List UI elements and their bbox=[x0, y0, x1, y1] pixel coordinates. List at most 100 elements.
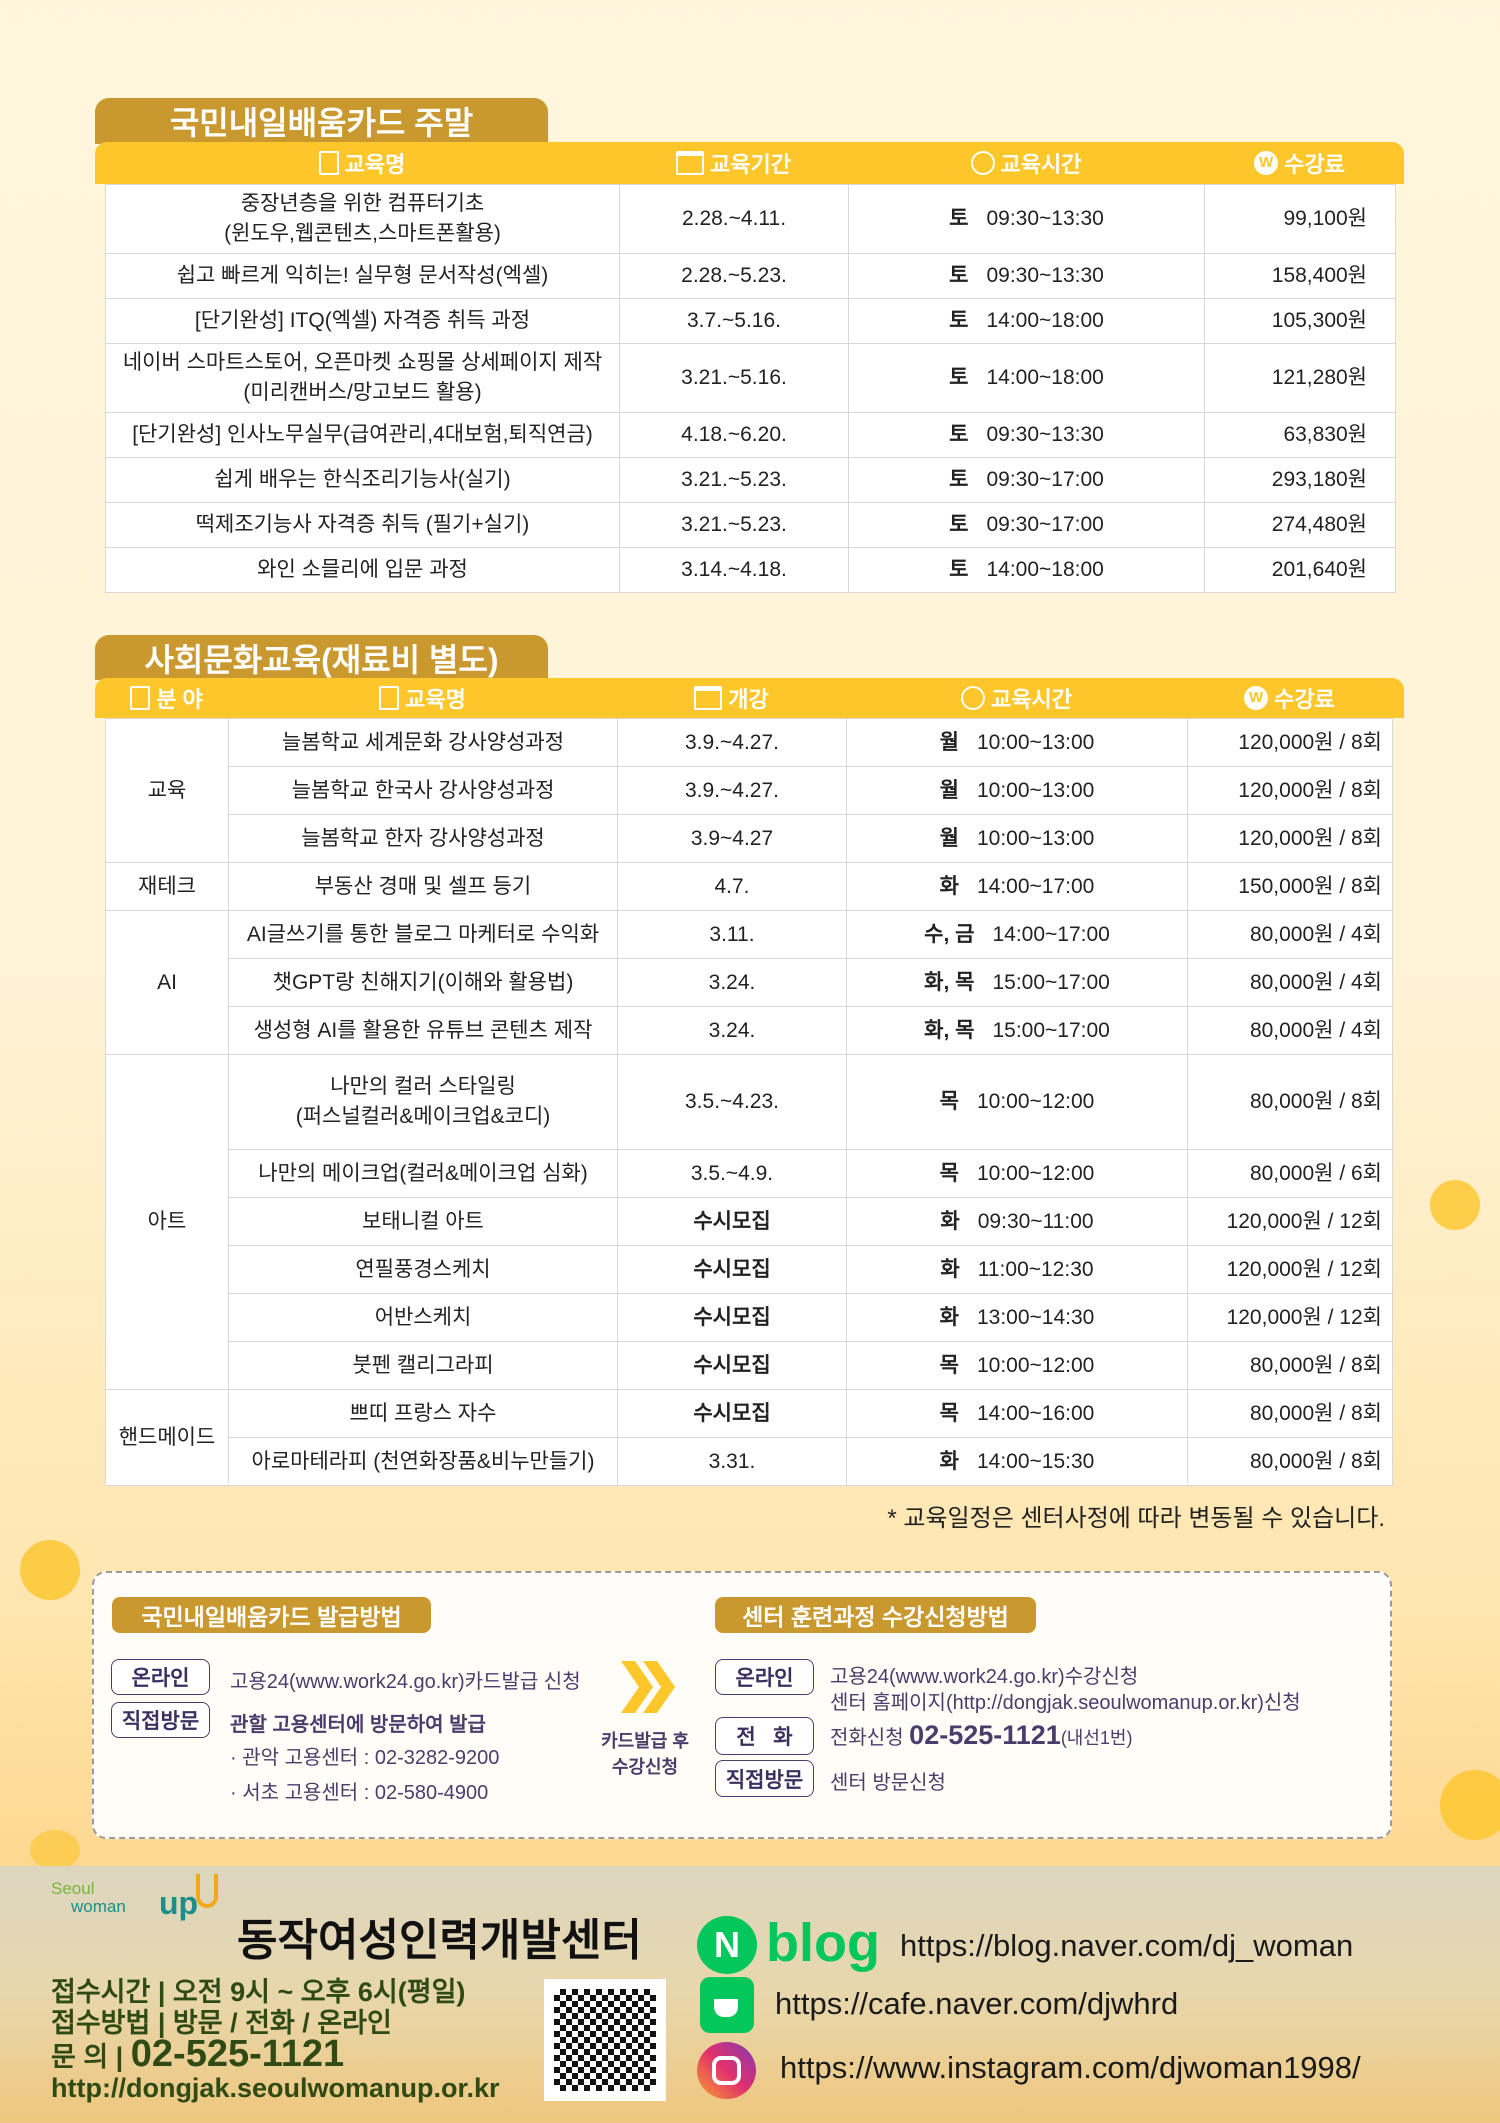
double-chevron-right-icon bbox=[621, 1661, 675, 1713]
cafe-url[interactable]: https://cafe.naver.com/djwhrd bbox=[775, 1986, 1179, 2021]
gwanak-center-phone: · 관악 고용센터 : 02-3282-9200 bbox=[230, 1747, 500, 1769]
time: 14:00~15:30 bbox=[976, 1449, 1095, 1473]
day: 목 bbox=[939, 1161, 959, 1185]
table-row: 생성형 AI를 활용한 유튜브 콘텐츠 제작 3.24. 화, 목 15:00~17:… bbox=[106, 1006, 1393, 1055]
website-link[interactable]: http://dongjak.seoulwomanup.or.kr bbox=[51, 2073, 500, 2103]
course-name: 쉽고 빠르게 익히는! 실무형 문서작성(엑셀) bbox=[105, 253, 620, 299]
inquiry: 문 의 | 02-525-1121 bbox=[51, 2033, 344, 2076]
naver-blog-icon[interactable]: N bbox=[697, 1916, 757, 1974]
schedule-cell: 화 14:00~15:30 bbox=[846, 1437, 1188, 1486]
column-header-label: 교육기간 bbox=[710, 152, 791, 177]
schedule-note: * 교육일정은 센터사정에 따라 변동될 수 있습니다. bbox=[887, 1505, 1385, 1532]
fee: 201,640원 bbox=[1204, 547, 1396, 593]
fee: 80,000원 / 8회 bbox=[1187, 1437, 1393, 1486]
fee: 120,000원 / 12회 bbox=[1187, 1197, 1393, 1246]
card-issue-title: 국민내일배움카드 발급방법 bbox=[112, 1597, 431, 1633]
apply-visit-text: 센터 방문신청 bbox=[830, 1772, 946, 1794]
time: 09:30~11:00 bbox=[977, 1209, 1094, 1233]
fee: 99,100원 bbox=[1204, 184, 1396, 254]
period: 3.7.~5.16. bbox=[619, 298, 849, 344]
flower-decoration bbox=[20, 1540, 80, 1600]
fee: 80,000원 / 4회 bbox=[1187, 1006, 1393, 1055]
blog-label: blog bbox=[766, 1913, 880, 1973]
start-date: 3.11. bbox=[617, 910, 847, 959]
start-date: 3.9.~4.27. bbox=[617, 766, 847, 815]
section-title-culture: 사회문화교육(재료비 별도) bbox=[95, 635, 548, 680]
fee: 120,000원 / 12회 bbox=[1187, 1245, 1393, 1294]
column-header: 교육시간 bbox=[846, 678, 1187, 718]
day: 토 bbox=[949, 366, 969, 389]
blog-url[interactable]: https://blog.naver.com/dj_woman bbox=[900, 1928, 1354, 1963]
period: 2.28.~5.23. bbox=[619, 253, 849, 299]
time: 14:00~17:00 bbox=[976, 874, 1095, 898]
schedule-cell: 토 09:30~13:30 bbox=[848, 412, 1205, 458]
online-label: 온라인 bbox=[715, 1659, 814, 1695]
day: 목 bbox=[939, 1401, 959, 1425]
table-row: 보태니컬 아트 수시모집 화 09:30~11:00 120,000원 / 12회 bbox=[106, 1197, 1393, 1246]
day: 목 bbox=[939, 1353, 959, 1377]
inquiry-label: 문 의 | bbox=[51, 2042, 124, 2072]
course-name: 와인 소믈리에 입문 과정 bbox=[105, 547, 620, 593]
category-cell: 교육 bbox=[105, 718, 229, 863]
schedule-cell: 화 11:00~12:30 bbox=[846, 1245, 1188, 1294]
fee: 80,000원 / 8회 bbox=[1187, 1389, 1393, 1438]
time: 13:00~14:30 bbox=[976, 1305, 1095, 1329]
time: 14:00~18:00 bbox=[986, 366, 1104, 389]
course-name: 늘봄학교 한자 강사양성과정 bbox=[228, 814, 618, 863]
course-name: 보태니컬 아트 bbox=[228, 1197, 618, 1246]
schedule-cell: 토 14:00~18:00 bbox=[848, 298, 1205, 344]
naver-cafe-icon[interactable] bbox=[700, 1977, 754, 2033]
time: 09:30~13:30 bbox=[986, 264, 1104, 287]
table-row: 쉽게 배우는 한식조리기능사(실기) 3.21.~5.23. 토 09:30~17:0… bbox=[105, 457, 1396, 503]
column-header-label: 분 야 bbox=[156, 687, 203, 712]
table-row: 늘봄학교 한국사 강사양성과정 3.9.~4.27. 월 10:00~13:00 120… bbox=[106, 766, 1393, 815]
fee: 80,000원 / 8회 bbox=[1187, 1054, 1393, 1150]
schedule-cell: 월 10:00~13:00 bbox=[846, 814, 1188, 863]
time: 14:00~18:00 bbox=[986, 558, 1104, 581]
schedule-cell: 목 10:00~12:00 bbox=[846, 1149, 1188, 1198]
course-name: [단기완성] ITQ(엑셀) 자격증 취득 과정 bbox=[105, 298, 620, 344]
schedule-cell: 토 14:00~18:00 bbox=[848, 547, 1205, 593]
day: 토 bbox=[949, 207, 969, 230]
table-row: [단기완성] ITQ(엑셀) 자격증 취득 과정 3.7.~5.16. 토 14:00… bbox=[105, 298, 1396, 344]
day: 월 bbox=[939, 730, 959, 754]
flower-decoration bbox=[30, 1830, 80, 1870]
day: 월 bbox=[939, 826, 959, 850]
table-header-culture: 분 야 교육명 개강 교육시간 W 수강료 bbox=[95, 678, 1404, 718]
table-row: 중장년층을 위한 컴퓨터기초 (윈도우,웹콘텐츠,스마트폰활용) 2.28.~4.… bbox=[105, 184, 1396, 254]
start-date: 3.5.~4.23. bbox=[617, 1054, 847, 1150]
time: 10:00~13:00 bbox=[976, 730, 1095, 754]
fee: 80,000원 / 4회 bbox=[1187, 910, 1393, 959]
table-row: 아로마테라피 (천연화장품&비누만들기) 3.31. 화 14:00~15:30 80,… bbox=[106, 1437, 1393, 1486]
schedule-cell: 화 09:30~11:00 bbox=[846, 1197, 1188, 1246]
schedule-cell: 목 14:00~16:00 bbox=[846, 1389, 1188, 1438]
time: 14:00~16:00 bbox=[976, 1401, 1095, 1425]
instagram-url[interactable]: https://www.instagram.com/djwoman1998/ bbox=[780, 2050, 1361, 2085]
schedule-cell: 목 10:00~12:00 bbox=[846, 1054, 1188, 1150]
time: 10:00~13:00 bbox=[976, 778, 1095, 802]
schedule-cell: 토 09:30~17:00 bbox=[848, 502, 1205, 548]
time: 10:00~12:00 bbox=[976, 1161, 1095, 1185]
column-header-label: 수강료 bbox=[1284, 152, 1345, 177]
course-name: 쁘띠 프랑스 자수 bbox=[228, 1389, 618, 1438]
start-date: 3.9~4.27 bbox=[617, 814, 847, 863]
category-cell: 아트 bbox=[105, 1054, 229, 1390]
schedule-cell: 화, 목 15:00~17:00 bbox=[846, 1006, 1188, 1055]
start-date: 3.9.~4.27. bbox=[617, 718, 847, 767]
alarm-clock-icon bbox=[961, 686, 986, 710]
center-name: 동작여성인력개발센터 bbox=[237, 1916, 642, 1965]
instagram-icon[interactable] bbox=[697, 2042, 756, 2099]
table-row: [단기완성] 인사노무실무(급여관리,4대보험,퇴직연금) 4.18.~6.20.… bbox=[105, 412, 1396, 458]
course-name: 떡제조기능사 자격증 취득 (필기+실기) bbox=[105, 502, 620, 548]
course-name: 아로마테라피 (천연화장품&비누만들기) bbox=[228, 1437, 618, 1486]
schedule-cell: 토 09:30~13:30 bbox=[848, 184, 1205, 254]
fee: 120,000원 / 8회 bbox=[1187, 718, 1393, 767]
column-header-label: 교육시간 bbox=[1000, 152, 1082, 177]
column-header-label: 교육명 bbox=[344, 152, 406, 177]
day: 월 bbox=[939, 778, 959, 802]
day: 화 bbox=[939, 874, 959, 898]
phone-number: 02-525-1121 bbox=[909, 1720, 1061, 1750]
apply-online-text1: 고용24(www.work24.go.kr)수강신청 bbox=[830, 1666, 1139, 1688]
table-row: 나만의 메이크업(컬러&메이크업 심화) 3.5.~4.9. 목 10:00~12:0… bbox=[106, 1149, 1393, 1198]
fee: 121,280원 bbox=[1204, 343, 1396, 413]
